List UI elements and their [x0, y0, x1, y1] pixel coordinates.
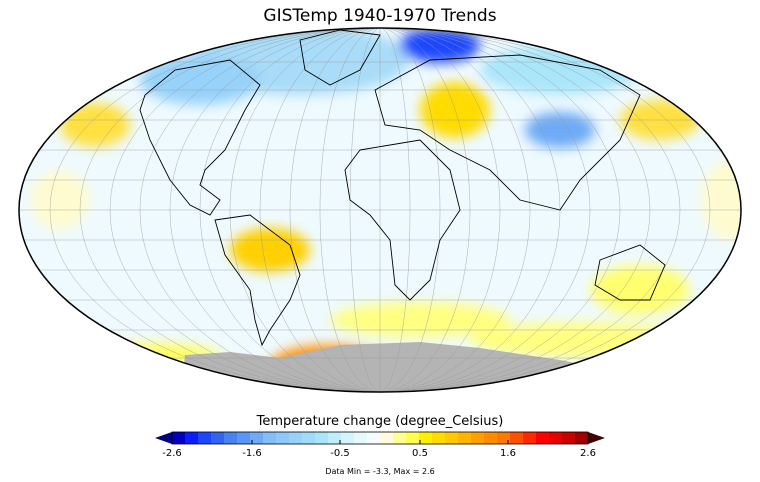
colorbar-segment — [419, 432, 433, 444]
graticule — [19, 28, 741, 392]
colorbar-tick-label: -2.6 — [162, 448, 182, 459]
colorbar-segment — [341, 432, 355, 444]
colorbar-segment — [484, 432, 498, 444]
colorbar-under-arrow — [155, 432, 172, 444]
colorbar-tick-label: -1.6 — [242, 448, 262, 459]
map-title: GISTemp 1940-1970 Trends — [263, 6, 497, 26]
colorbar-segment — [432, 432, 446, 444]
colorbar-label: Temperature change (degree_Celsius) — [256, 414, 504, 429]
colorbar-segment — [497, 432, 511, 444]
colorbar-segment — [211, 432, 225, 444]
colorbar-segment — [237, 432, 251, 444]
colorbar-segment — [224, 432, 238, 444]
colorbar-segment — [575, 432, 589, 444]
colorbar-segment — [276, 432, 290, 444]
map-border — [18, 27, 742, 393]
colorbar-segment — [198, 432, 212, 444]
colorbar-segment — [393, 432, 407, 444]
colorbar-tick-label: -0.5 — [330, 448, 350, 459]
colorbar-segment — [172, 432, 186, 444]
colorbar — [155, 431, 605, 445]
colorbar-segment — [471, 432, 485, 444]
colorbar-segment — [185, 432, 199, 444]
colorbar-segment — [458, 432, 472, 444]
colorbar-segment — [406, 432, 420, 444]
colorbar-segment — [315, 432, 329, 444]
colorbar-segment — [536, 432, 550, 444]
colorbar-segment — [367, 432, 381, 444]
missing-data-antarctica — [180, 342, 700, 392]
colorbar-segment — [562, 432, 576, 444]
colorbar-segment — [354, 432, 368, 444]
coastlines — [139, 29, 666, 347]
colorbar-tick-label: 0.5 — [412, 448, 428, 459]
colorbar-segment — [380, 432, 394, 444]
colorbar-segment — [523, 432, 537, 444]
colorbar-segment — [250, 432, 264, 444]
data-min-max: Data Min = -3.3, Max = 2.6 — [325, 467, 435, 476]
colorbar-segment — [445, 432, 459, 444]
colorbar-segment — [263, 432, 277, 444]
colorbar-segment — [302, 432, 316, 444]
colorbar-frame — [171, 431, 589, 445]
colorbar-segment — [510, 432, 524, 444]
colorbar-segment — [289, 432, 303, 444]
colorbar-tick-label: 1.6 — [500, 448, 516, 459]
colorbar-segment — [328, 432, 342, 444]
colorbar-segment — [549, 432, 563, 444]
colorbar-over-arrow — [588, 432, 605, 444]
colorbar-tick-label: 2.6 — [580, 448, 596, 459]
